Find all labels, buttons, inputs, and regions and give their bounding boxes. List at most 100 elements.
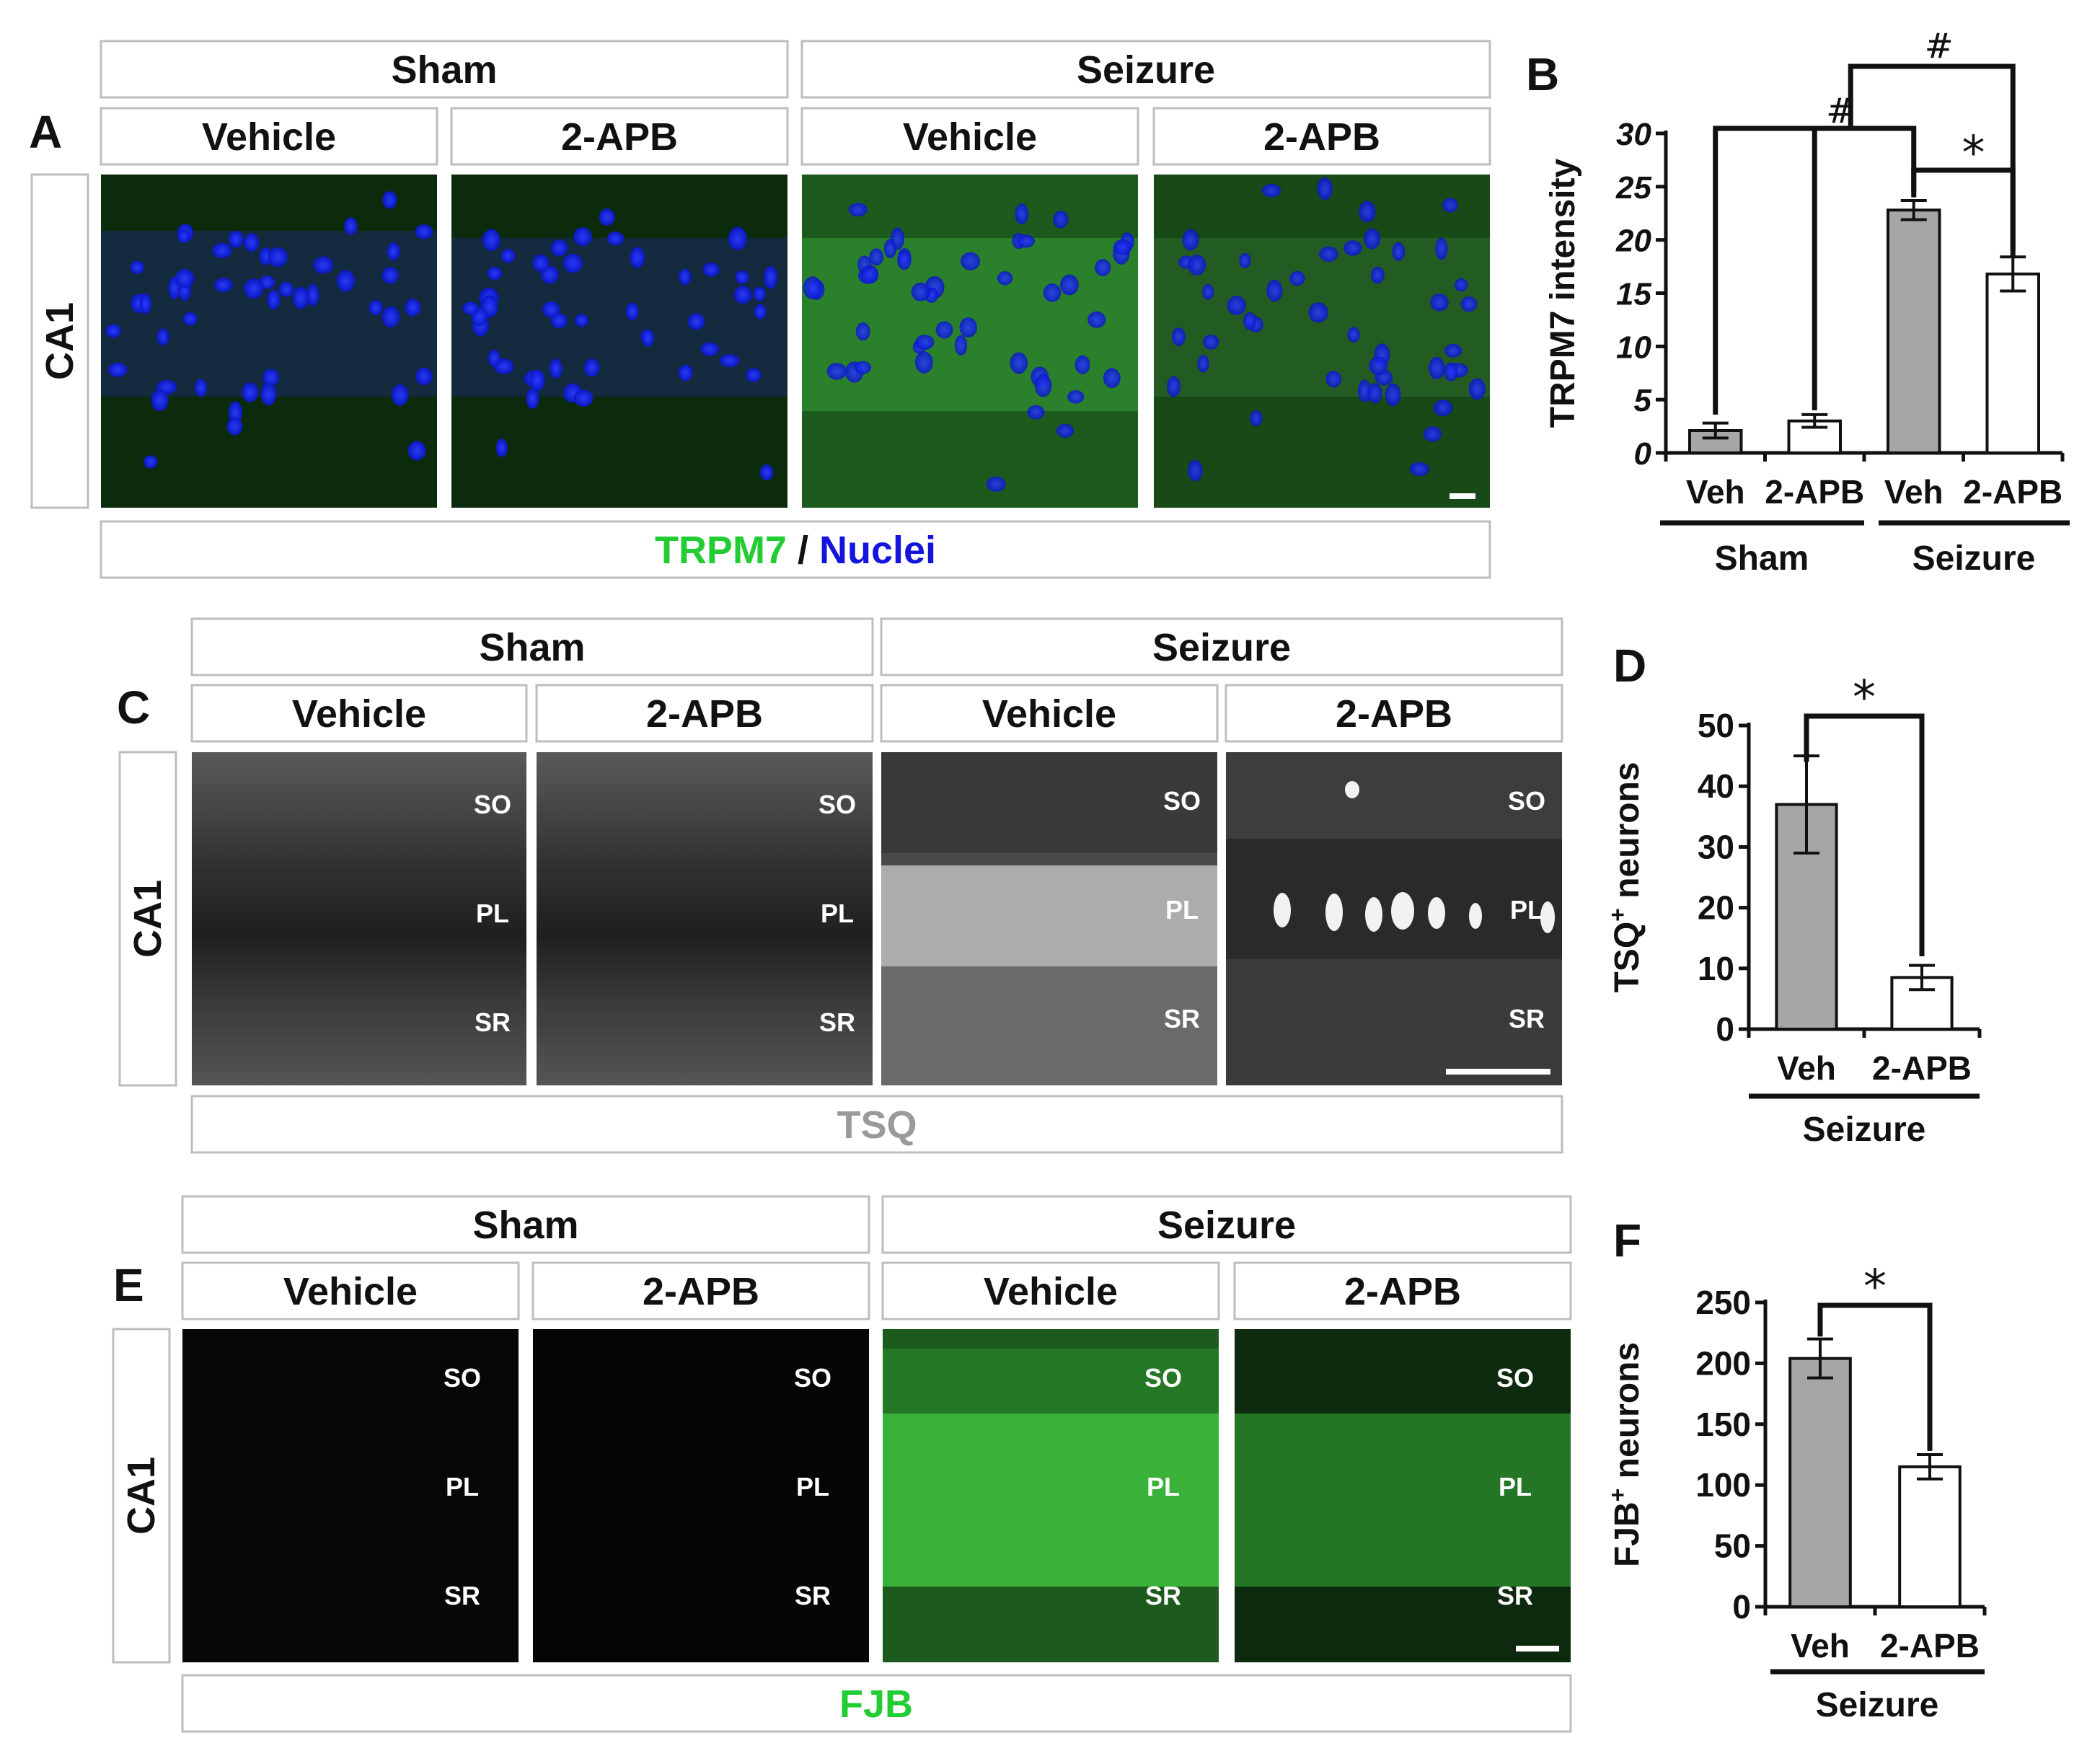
group-label-seizure: Seizure xyxy=(1803,1111,1926,1149)
nucleus-blob xyxy=(1188,459,1203,482)
nucleus-blob xyxy=(532,254,550,272)
nucleus-blob xyxy=(997,271,1013,286)
y-tick-label: 25 xyxy=(1615,170,1651,206)
x-category-label: Veh xyxy=(1884,473,1943,511)
nucleus-blob xyxy=(1113,239,1132,255)
sig-bracket-star xyxy=(1911,167,2016,256)
y-tick-label: 40 xyxy=(1698,767,1734,805)
nucleus-blob xyxy=(935,321,953,339)
nucleus-blob xyxy=(1239,252,1251,268)
panel-c-vehicle-label-2: Vehicle xyxy=(982,692,1116,736)
y-axis-label: TRPM7 intensity xyxy=(1544,159,1582,428)
nucleus-blob xyxy=(550,313,568,329)
panel-e-stain-caption: FJB xyxy=(839,1683,913,1726)
nucleus-blob xyxy=(1444,343,1462,358)
nucleus-blob xyxy=(1435,237,1448,260)
nucleus-blob xyxy=(1034,374,1052,397)
nucleus-blob xyxy=(1067,390,1085,404)
nucleus-blob xyxy=(630,247,645,269)
x-category-label: 2-APB xyxy=(1872,1049,1972,1087)
panel-a-scale-bar xyxy=(1450,493,1475,499)
nucleus-blob xyxy=(1053,211,1069,229)
nucleus-blob xyxy=(642,329,654,347)
nucleus-blob xyxy=(959,317,977,338)
nucleus-blob xyxy=(415,224,433,239)
y-tick-label: 10 xyxy=(1698,950,1734,987)
panel-a-2apb-header-2 xyxy=(1152,107,1491,166)
nucleus-blob xyxy=(1243,312,1257,330)
panel-e-sr-2: SR xyxy=(795,1581,831,1610)
panel-a-stain-box xyxy=(100,520,1491,579)
panel-b-letter: B xyxy=(1526,48,1559,100)
y-tick-label: 15 xyxy=(1616,277,1651,312)
nucleus-blob xyxy=(278,281,294,297)
nucleus-blob xyxy=(1250,410,1263,427)
panel-a-vehicle-label-2: Vehicle xyxy=(903,115,1037,159)
panel-e-so-1: SO xyxy=(444,1363,481,1393)
nucleus-blob xyxy=(911,282,930,301)
panel-c-pl-1: PL xyxy=(476,899,509,928)
panel-e-micrograph-seizure-2apb xyxy=(1235,1329,1571,1662)
panel-e-vehicle-label-1: Vehicle xyxy=(283,1270,418,1313)
nucleus-blob xyxy=(563,253,583,273)
nucleus-blob xyxy=(754,304,767,319)
y-axis-label-sup: + xyxy=(1605,908,1631,922)
panel-a-stain-nuclei: Nuclei xyxy=(819,529,936,572)
nucleus-blob xyxy=(242,382,259,402)
x-category-label: 2-APB xyxy=(1880,1627,1980,1664)
nucleus-blob xyxy=(848,203,868,217)
nucleus-blob xyxy=(139,293,151,314)
panel-a-2apb-label-1: 2-APB xyxy=(561,115,678,159)
x-category-label: Veh xyxy=(1791,1627,1850,1664)
panel-c-sham-label: Sham xyxy=(479,626,585,669)
nucleus-blob xyxy=(1027,405,1045,420)
nucleus-blob xyxy=(175,269,195,288)
sig-bracket-star xyxy=(1817,1302,1933,1451)
panel-c-pl-4: PL xyxy=(1510,895,1543,925)
y-tick-label: 200 xyxy=(1695,1344,1751,1382)
panel-a-stain-caption: TRPM7 / Nuclei xyxy=(655,529,936,572)
bar xyxy=(1788,1357,1852,1608)
nucleus-blob xyxy=(336,270,355,292)
panel-e-region-label: CA1 xyxy=(120,1457,163,1535)
panel-c-micrograph-seizure-2apb xyxy=(1226,752,1562,1085)
panel-a-seizure-header xyxy=(800,40,1491,99)
nucleus-blob xyxy=(1359,200,1376,223)
nucleus-blob xyxy=(1319,246,1338,262)
panel-c: C Sham Seizure Vehicle 2-APB Vehicle 2-A… xyxy=(117,617,1563,1154)
nucleus-blob xyxy=(1367,383,1382,404)
nucleus-blob xyxy=(156,328,169,346)
bar xyxy=(1898,1465,1962,1608)
nucleus-blob xyxy=(391,384,409,406)
y-tick-label: 50 xyxy=(1698,707,1734,744)
nucleus-blob xyxy=(495,438,508,457)
panel-a-vehicle-label-1: Vehicle xyxy=(202,115,336,159)
nucleus-blob xyxy=(369,299,383,316)
group-label-seizure: Seizure xyxy=(1816,1686,1939,1724)
panel-e-region-box xyxy=(112,1328,171,1664)
nucleus-blob xyxy=(1460,296,1478,312)
panel-c-sr-1: SR xyxy=(475,1007,511,1037)
sig-marker-star: * xyxy=(1962,127,1985,180)
nucleus-blob xyxy=(1197,354,1209,373)
panel-a-seizure-label: Seizure xyxy=(1077,48,1215,92)
nucleus-blob xyxy=(382,190,397,209)
panel-e-sr-4: SR xyxy=(1497,1581,1533,1610)
nucleus-blob xyxy=(1188,255,1206,275)
nucleus-blob xyxy=(583,358,600,377)
nucleus-blob xyxy=(961,252,981,270)
nucleus-blob xyxy=(1343,240,1362,256)
y-axis-label-main: FJB xyxy=(1608,1501,1646,1567)
panel-e-letter: E xyxy=(113,1259,144,1311)
nucleus-blob xyxy=(803,276,822,300)
nucleus-blob xyxy=(1075,355,1090,374)
nucleus-blob xyxy=(144,455,158,469)
nucleus-blob xyxy=(244,278,264,299)
sig-marker-star: * xyxy=(1863,1261,1887,1314)
x-category-label: 2-APB xyxy=(1963,473,2062,511)
panel-e-pl-4: PL xyxy=(1499,1472,1532,1501)
panel-c-seizure-header xyxy=(880,617,1563,676)
panel-c-vehicle-header-1 xyxy=(190,684,528,743)
panel-c-seizure-label: Seizure xyxy=(1152,626,1291,669)
panel-e-seizure-header xyxy=(881,1195,1572,1254)
